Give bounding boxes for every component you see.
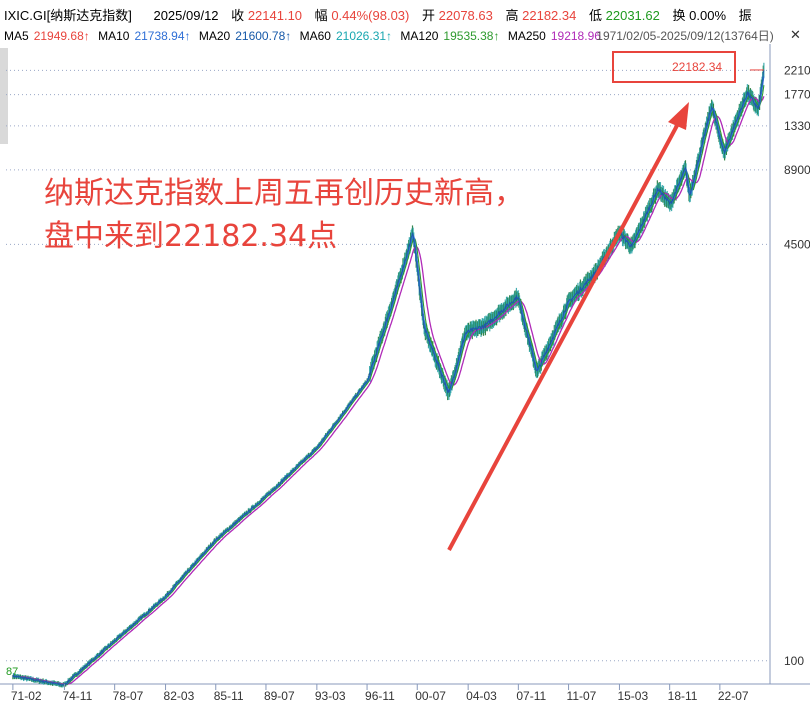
ma20-label: MA20	[198, 29, 231, 43]
x-tick-label: 00-07	[415, 689, 446, 703]
change-label: 幅	[314, 8, 328, 23]
chart-annotation-text: 纳斯达克指数上周五再创历史新高， 盘中来到22182.34点	[44, 172, 564, 258]
x-tick-label: 89-07	[264, 689, 295, 703]
ma10-line	[12, 76, 765, 686]
quote-date: 2025/09/12	[153, 8, 219, 23]
x-tick-label: 15-03	[617, 689, 648, 703]
x-tick-label: 07-11	[516, 689, 546, 703]
low-value: 22031.62	[605, 8, 660, 23]
high-label: 高	[505, 8, 519, 23]
ma120-label: MA120	[400, 29, 439, 43]
high-value-label: 22182.34	[672, 60, 722, 74]
annotation-line-2: 盘中来到22182.34点	[44, 219, 338, 254]
y-tick-label: 8900	[784, 163, 810, 177]
ma5-label: MA5	[4, 29, 29, 43]
ma250-value: 19218.96	[550, 29, 601, 43]
price-lines	[12, 70, 765, 687]
y-tick-label: 22100	[784, 63, 810, 77]
close-icon[interactable]: ✕	[790, 27, 801, 42]
x-tick-label: 78-07	[113, 689, 144, 703]
ma20-value: 21600.78↑	[235, 29, 292, 43]
ma120-value: 19535.38↑	[443, 29, 500, 43]
ma10-value: 21738.94↑	[134, 29, 191, 43]
change-value: 0.44%(98.03)	[331, 8, 410, 23]
x-tick-label: 22-07	[718, 689, 749, 703]
annotation-line-1: 纳斯达克指数上周五再创历史新高，	[44, 176, 524, 211]
close-label: 收	[231, 8, 245, 23]
x-tick-label: 11-07	[567, 689, 597, 703]
high-value-box	[612, 51, 736, 83]
y-tick-label: 13300	[784, 119, 810, 133]
index-chart: 22100 17700 13300 8900 4500 100 71-02 74-11 78-…	[0, 44, 810, 703]
x-tick-label: 93-03	[315, 689, 346, 703]
open-value: 22078.63	[438, 8, 493, 23]
open-label: 开	[422, 8, 436, 23]
price-line	[12, 70, 765, 687]
quote-header: IXIC.GI[纳斯达克指数] 2025/09/12 收 22141.10 幅 …	[4, 5, 752, 24]
chart-annotations: 22182.34	[447, 51, 764, 551]
ma250-label: MA250	[507, 29, 546, 43]
ma60-label: MA60	[299, 29, 331, 43]
trend-arrow-head	[668, 102, 689, 130]
x-tick-label: 04-03	[466, 689, 497, 703]
y-tick-label: 17700	[784, 88, 810, 102]
chart-grid	[0, 44, 810, 685]
close-value: 22141.10	[247, 8, 303, 23]
y-tick-label: 4500	[784, 237, 810, 251]
x-tick-label: 18-11	[668, 689, 698, 703]
turnover-label: 换	[672, 8, 686, 23]
x-tick-label: 74-11	[62, 689, 92, 703]
moving-average-row: MA5 21949.68↑ MA10 21738.94↑ MA20 21600.78↑…	[4, 27, 774, 44]
x-tick-label: 82-03	[164, 689, 195, 703]
start-value-label: 87	[6, 666, 18, 678]
high-value: 22182.34	[522, 8, 577, 23]
ma60-value: 21026.31↑	[335, 29, 393, 43]
x-tick-label: 85-11	[214, 689, 244, 703]
date-range: 1971/02/05-2025/09/12(13764日)	[596, 29, 774, 43]
ma5-value: 21949.68↑	[33, 29, 90, 43]
ma120-line	[12, 85, 765, 686]
y-axis: 22100 17700 13300 8900 4500 100	[784, 63, 810, 667]
side-panel-tab[interactable]	[0, 48, 8, 144]
y-tick-label: 100	[784, 654, 804, 668]
ma10-label: MA10	[98, 29, 130, 43]
price-range-band	[12, 62, 765, 688]
amplitude-label: 振	[738, 8, 752, 23]
x-tick-label: 71-02	[11, 689, 42, 703]
ma250-line	[12, 96, 765, 685]
x-tick-label: 96-11	[365, 689, 395, 703]
turnover-value: 0.00%	[689, 8, 727, 23]
trend-arrow-shaft	[447, 119, 682, 551]
low-label: 低	[589, 8, 603, 23]
x-axis: 71-02 74-11 78-07 82-03 85-11 89-07 93-03 96-11…	[6, 666, 749, 703]
index-code: IXIC.GI[纳斯达克指数]	[4, 8, 132, 23]
